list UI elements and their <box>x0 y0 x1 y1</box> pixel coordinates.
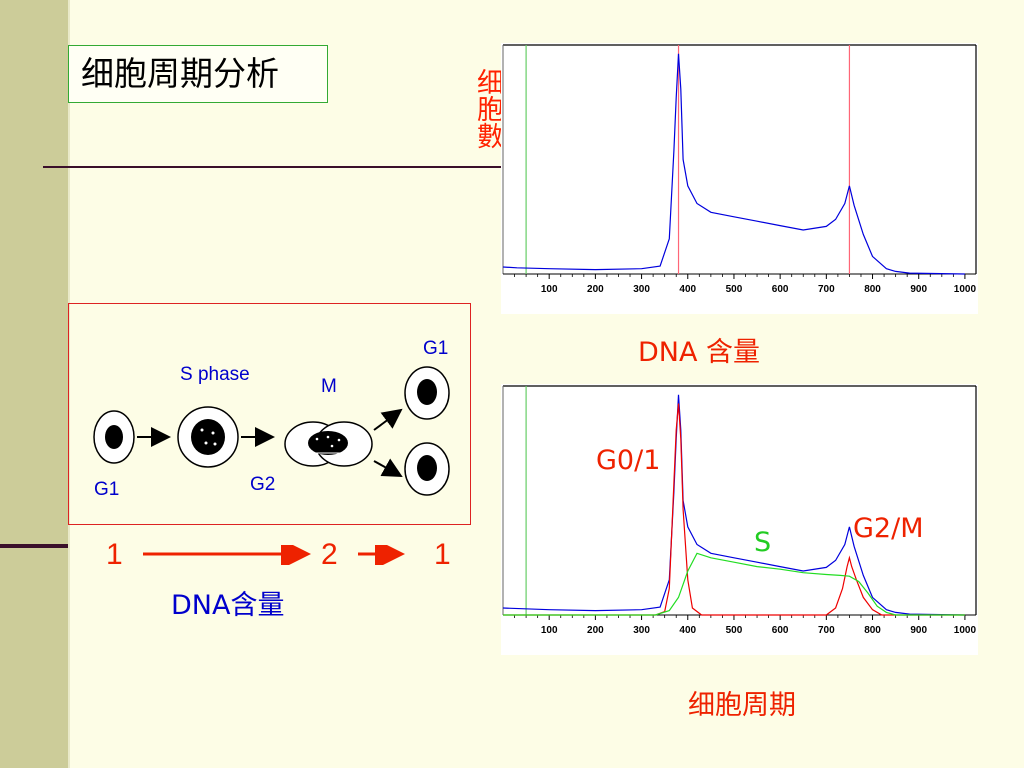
daughter-cell-bottom-icon <box>404 442 450 496</box>
bottom-divider-line <box>0 544 68 548</box>
x-tick-label-1000: 1000 <box>954 284 977 295</box>
g1-cell-icon <box>93 410 135 464</box>
annotation-s: S <box>754 527 772 558</box>
x-tick-label-800: 800 <box>864 625 881 636</box>
dividing-cell-icon <box>284 421 373 467</box>
x-tick-label-100: 100 <box>541 625 558 636</box>
x-tick-label-800: 800 <box>864 284 881 295</box>
title-divider-line <box>43 166 503 168</box>
x-tick-label-200: 200 <box>587 284 604 295</box>
series-line-0 <box>502 394 965 616</box>
left-decorative-band <box>0 0 68 768</box>
dna-scale-value-2: 2 <box>321 538 338 571</box>
x-tick-label-200: 200 <box>587 625 604 636</box>
dna-scale-value-3: 1 <box>434 538 451 571</box>
histogram-y-axis-label: 细胞數 <box>472 68 503 149</box>
x-tick-label-1000: 1000 <box>954 625 977 636</box>
cell-cycle-x-axis-label: 细胞周期 <box>688 690 796 721</box>
cell-cycle-histogram: 100 200 300 400 500 600 700 800 900 1000 <box>501 384 978 655</box>
x-tick-label-700: 700 <box>818 625 835 636</box>
g2-label: G2 <box>250 474 276 495</box>
annotation-g2m: G2/M <box>853 513 924 544</box>
arrow-m-to-g1-top <box>373 408 403 431</box>
series-line-1 <box>503 403 965 616</box>
x-tick-label-400: 400 <box>679 625 696 636</box>
daughter-cell-top-icon <box>404 366 450 420</box>
s-phase-cell-icon <box>177 406 239 468</box>
dna-content-histogram: 100 200 300 400 500 600 700 800 900 1000 <box>501 43 978 314</box>
x-tick-label-100: 100 <box>541 284 558 295</box>
arrow-m-to-g1-bottom <box>373 458 403 477</box>
dna-content-label: DNA含量 <box>171 590 285 621</box>
x-tick-label-600: 600 <box>772 625 789 636</box>
x-tick-label-700: 700 <box>818 284 835 295</box>
series-line-0 <box>502 53 965 275</box>
x-tick-label-400: 400 <box>679 284 696 295</box>
series-line-2 <box>503 552 965 616</box>
g1-top-label: G1 <box>423 338 449 359</box>
g1-left-label: G1 <box>94 479 120 500</box>
slide-title: 细胞周期分析 <box>68 45 328 103</box>
cell-cycle-diagram: S phase M G1 G1 G2 <box>68 303 471 525</box>
x-tick-label-500: 500 <box>726 625 743 636</box>
x-tick-label-600: 600 <box>772 284 789 295</box>
left-band-edge <box>68 0 70 768</box>
x-tick-label-500: 500 <box>726 284 743 295</box>
x-tick-label-300: 300 <box>633 284 650 295</box>
x-tick-label-300: 300 <box>633 625 650 636</box>
dna-scale-value-1: 1 <box>106 538 123 571</box>
m-phase-label: M <box>321 376 337 397</box>
annotation-g01: G0/1 <box>596 445 661 476</box>
histogram-x-axis-label: DNA 含量 <box>638 337 761 368</box>
x-tick-label-900: 900 <box>910 284 927 295</box>
x-tick-label-900: 900 <box>910 625 927 636</box>
s-phase-label: S phase <box>180 364 250 385</box>
